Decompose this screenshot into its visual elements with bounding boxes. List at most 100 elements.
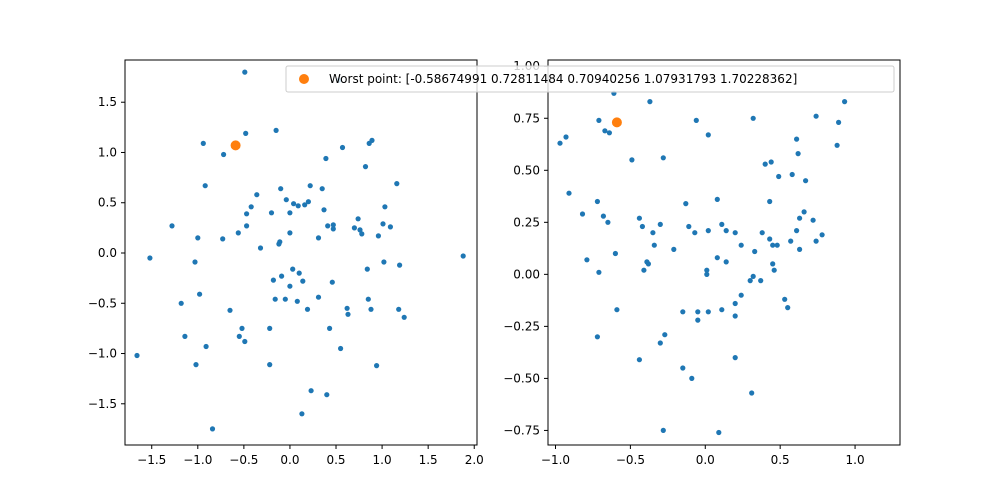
right-data-point — [716, 429, 722, 436]
left-x-tick-label: 0.5 — [326, 453, 345, 467]
left-data-point — [324, 392, 330, 398]
left-data-point — [193, 362, 199, 368]
right-data-point — [723, 259, 729, 265]
left-data-point — [200, 140, 206, 146]
left-data-point — [330, 226, 336, 232]
right-data-point — [614, 307, 620, 313]
left-data-point — [357, 227, 363, 233]
left-y-tick-label: −1.0 — [88, 347, 117, 361]
left-data-point — [380, 221, 386, 227]
left-data-point — [329, 279, 335, 285]
left-data-point — [375, 233, 381, 239]
right-data-point — [692, 230, 698, 236]
left-data-point — [243, 130, 249, 136]
right-data-point — [759, 230, 765, 236]
left-data-point — [387, 224, 393, 230]
left-scatter-plot: −1.5 −1.0 −0.5 0.0 0.5 1.0 1.5 2.0 −1.5 −1.0 −0.5 0… — [88, 59, 484, 467]
right-y-tick-label: 0.25 — [513, 215, 540, 229]
right-data-point — [705, 132, 711, 138]
left-data-point — [304, 306, 311, 312]
right-data-point — [714, 196, 720, 202]
right-data-point — [704, 267, 710, 273]
right-plot-frame — [547, 59, 901, 446]
right-data-point — [768, 159, 774, 165]
left-data-point — [339, 144, 346, 151]
right-data-point — [686, 223, 692, 230]
right-data-point — [767, 236, 773, 242]
right-data-point — [584, 257, 590, 263]
left-y-tick-label: 1.5 — [98, 95, 117, 109]
right-data-point — [732, 300, 738, 307]
right-data-point — [657, 340, 663, 346]
left-x-tick-label: 2.0 — [465, 453, 484, 467]
left-data-point — [319, 186, 325, 192]
right-y-tick-label: 0.75 — [513, 111, 540, 125]
right-data-point — [647, 99, 653, 105]
right-data-point — [810, 217, 816, 223]
left-data-point — [397, 262, 403, 268]
left-data-point — [330, 222, 336, 228]
left-data-point — [257, 245, 264, 251]
right-data-point — [600, 213, 607, 219]
left-data-point — [300, 278, 306, 284]
right-worst-point — [611, 117, 622, 128]
left-worst-point — [230, 140, 241, 151]
left-data-point — [169, 223, 175, 229]
left-data-point — [278, 186, 284, 192]
left-data-point — [192, 259, 198, 265]
left-data-point — [305, 199, 311, 205]
right-data-point — [803, 178, 809, 184]
left-data-point — [294, 298, 300, 304]
left-data-point — [287, 283, 293, 289]
right-data-point — [797, 215, 803, 221]
right-scatter-plot: −1.0 −0.5 0.0 0.5 1.0 −0.75 −0.50 −0.25 0.00 0.25… — [503, 59, 901, 467]
right-data-point — [579, 211, 586, 217]
right-data-point — [732, 230, 738, 236]
right-data-point — [657, 221, 663, 227]
right-data-point — [705, 309, 711, 315]
right-x-tick-label: 0.5 — [771, 453, 790, 467]
right-data-point — [596, 269, 602, 275]
right-data-point — [771, 267, 777, 273]
left-data-point — [147, 255, 153, 261]
right-data-point — [774, 242, 780, 248]
right-data-point — [680, 365, 686, 371]
right-data-point — [594, 198, 601, 205]
left-data-point — [244, 211, 250, 217]
right-data-point — [605, 219, 611, 225]
right-data-point — [662, 332, 668, 338]
right-data-point — [738, 242, 744, 248]
right-data-point — [683, 201, 689, 207]
right-data-point — [842, 99, 848, 105]
right-data-point — [671, 246, 677, 252]
left-data-point — [267, 325, 273, 331]
left-plot-marks — [134, 69, 466, 432]
left-data-point — [338, 345, 344, 352]
left-data-point — [355, 216, 361, 222]
left-data-point — [287, 210, 293, 216]
right-data-point — [680, 309, 686, 315]
right-data-point — [776, 173, 782, 180]
right-data-point — [794, 136, 800, 142]
left-data-point — [268, 210, 275, 216]
left-y-tick-label: 0.0 — [98, 246, 117, 260]
right-data-point — [596, 117, 602, 123]
left-data-point — [323, 155, 329, 162]
right-data-point — [719, 221, 725, 227]
right-data-point — [695, 317, 701, 323]
right-data-point — [770, 242, 776, 248]
left-data-point — [315, 235, 322, 241]
left-data-point — [351, 225, 357, 231]
right-data-point — [594, 334, 601, 340]
right-data-point — [563, 134, 569, 140]
right-data-point — [794, 228, 800, 234]
right-data-point — [834, 142, 840, 148]
right-data-point — [752, 248, 758, 255]
right-data-point — [566, 190, 572, 196]
right-data-point — [695, 309, 701, 315]
left-data-point — [401, 314, 407, 320]
left-y-tick-label: 1.0 — [98, 145, 117, 159]
right-data-point — [750, 115, 756, 121]
right-y-tick-label: 0.50 — [513, 163, 540, 177]
left-data-point — [291, 201, 297, 207]
